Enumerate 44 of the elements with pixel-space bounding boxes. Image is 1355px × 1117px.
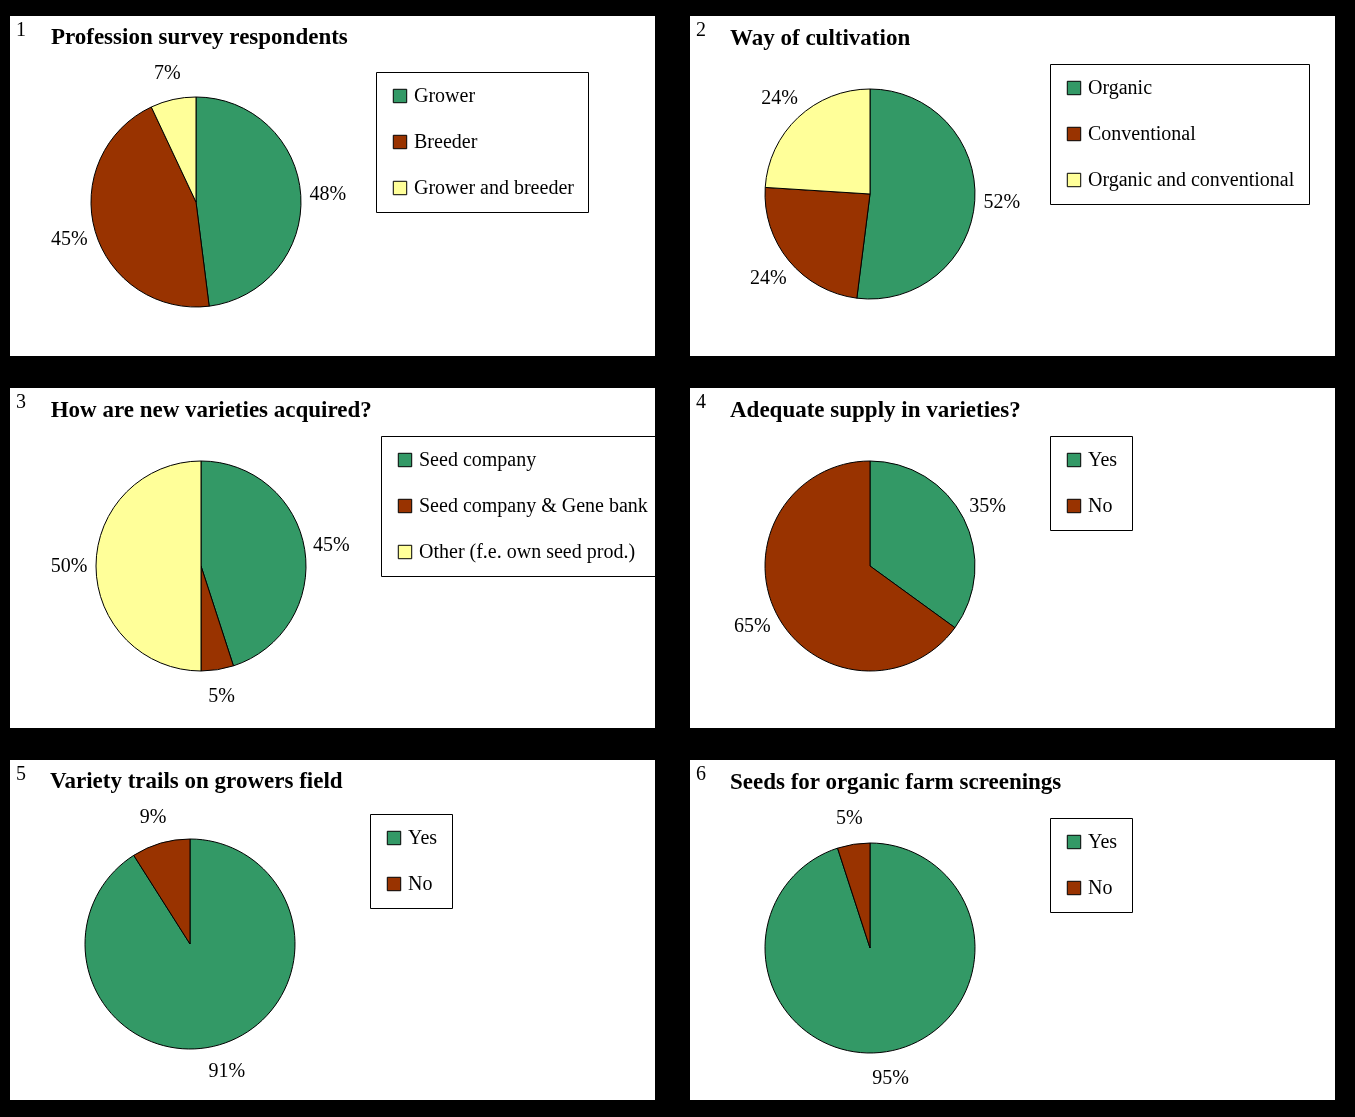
data-label: 45%: [50, 226, 88, 249]
legend-label: No: [1088, 494, 1113, 516]
legend-label: Yes: [1088, 448, 1118, 470]
legend-label: Seed company: [419, 448, 537, 471]
data-label: 5%: [836, 805, 863, 828]
data-label: 65%: [734, 613, 771, 636]
legend-label: Grower: [414, 84, 476, 106]
data-label: 35%: [969, 494, 1006, 517]
data-label: 9%: [139, 805, 167, 828]
legend-label: Seed company & Gene bank: [419, 494, 648, 517]
data-label: 91%: [208, 1058, 246, 1081]
data-label: 48%: [309, 181, 347, 204]
chart-title: Variety trails on growers field: [50, 768, 343, 794]
legend-label: Organic: [1088, 76, 1153, 99]
text: 1: [16, 18, 26, 41]
legend-label: Grower and breeder: [414, 176, 575, 198]
legend-label: Organic and conventional: [1088, 168, 1295, 191]
chart-title: Adequate supply in varieties?: [730, 396, 1021, 422]
text: 6: [696, 762, 706, 785]
data-label: 5%: [208, 684, 235, 707]
data-label: 7%: [153, 61, 181, 84]
pie-slice: [764, 842, 976, 1054]
data-label: 24%: [749, 266, 787, 289]
legend-label: Yes: [1088, 830, 1118, 852]
data-label: 52%: [983, 190, 1021, 213]
data-label: 95%: [872, 1066, 909, 1089]
text: 4: [696, 390, 706, 413]
legend-label: No: [408, 872, 433, 894]
data-label: 45%: [313, 533, 350, 556]
text: 3: [16, 390, 26, 413]
legend-label: Conventional: [1088, 122, 1197, 144]
legend-label: No: [1088, 876, 1113, 898]
pie-slice: [84, 838, 296, 1050]
chart-title: How are new varieties acquired?: [50, 396, 372, 422]
legend-label: Breeder: [414, 130, 478, 152]
legend-label: Yes: [408, 826, 438, 848]
text: 5: [16, 762, 26, 785]
chart-title: Way of cultivation: [730, 24, 911, 50]
chart-title: Seeds for organic farm screenings: [730, 768, 1062, 794]
text: 2: [696, 18, 706, 41]
data-label: 24%: [761, 85, 798, 108]
legend-label: Other (f.e. own seed prod.): [419, 540, 636, 563]
chart-title: Profession survey respondents: [50, 24, 348, 50]
data-label: 50%: [50, 554, 88, 576]
